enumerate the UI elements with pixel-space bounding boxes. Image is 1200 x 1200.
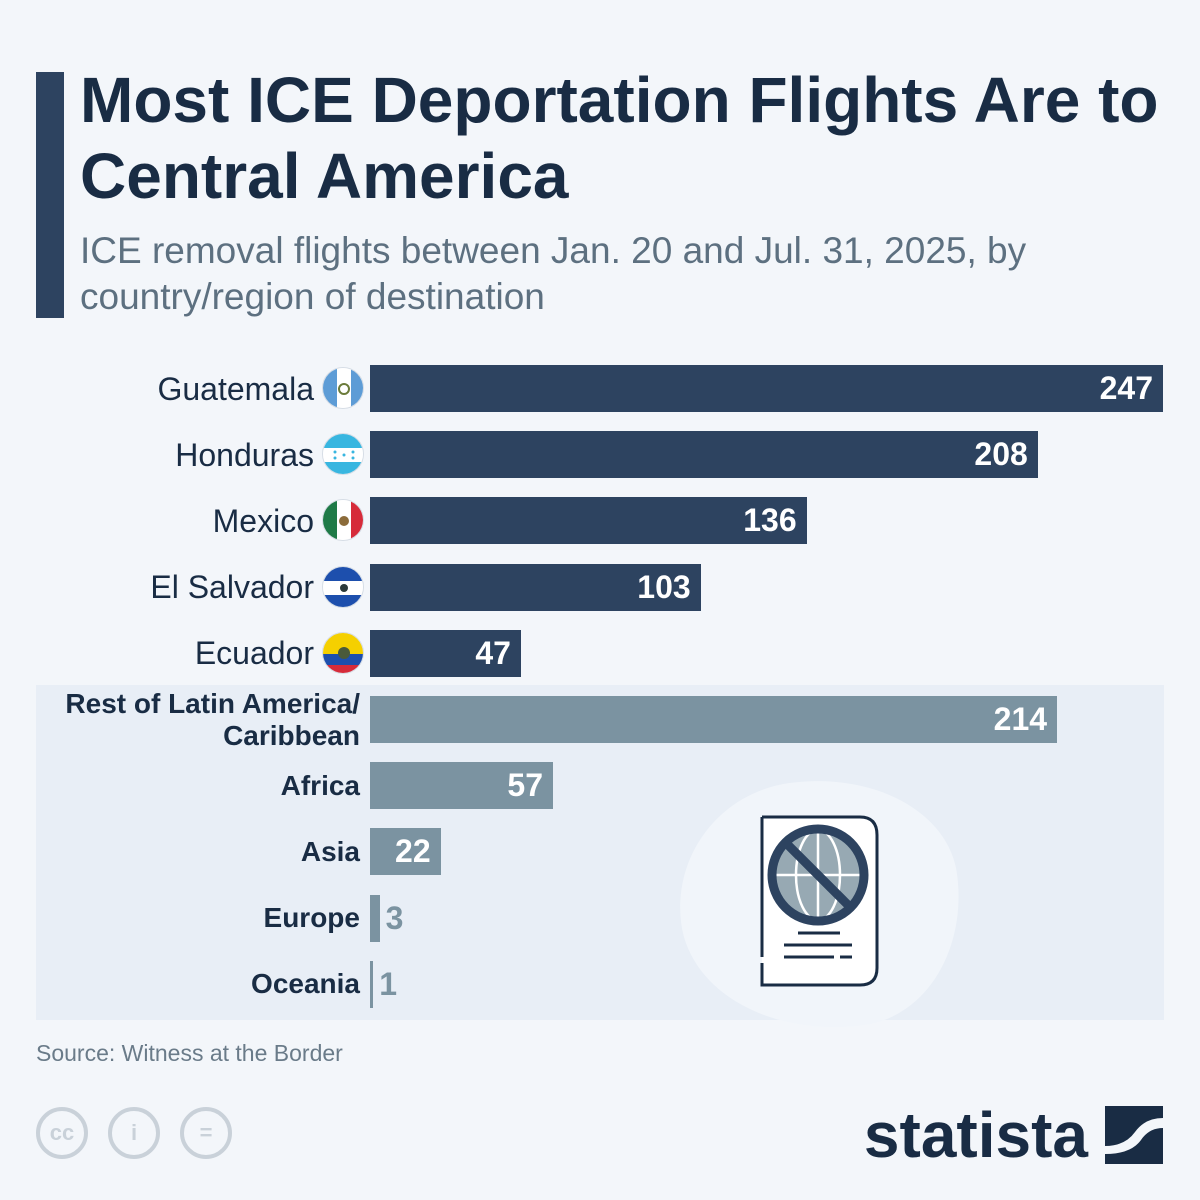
honduras-flag-icon: [322, 433, 364, 476]
bar-guatemala: [370, 365, 1163, 412]
bar-europe: [370, 894, 380, 942]
category-label: Oceania: [251, 968, 360, 1000]
title-accent-bar: [36, 72, 64, 318]
ecuador-flag-icon: [322, 631, 364, 674]
data-label: 103: [637, 568, 691, 605]
header: Most ICE Deportation Flights Are to Cent…: [80, 62, 1180, 320]
bar-mexico: [370, 497, 807, 545]
data-label: 57: [507, 767, 543, 804]
bar-rest-of-latin-america-caribbean: [370, 696, 1058, 743]
source-note: Source: Witness at the Border: [36, 1040, 343, 1066]
no-derivatives-icon[interactable]: =: [180, 1107, 232, 1159]
data-label: 22: [395, 833, 431, 870]
bar-el-salvador: [370, 563, 701, 611]
page-title: Most ICE Deportation Flights Are to Cent…: [80, 64, 1159, 212]
bar-asia: [370, 828, 441, 876]
data-label: 208: [974, 436, 1028, 473]
data-label: 214: [993, 701, 1048, 737]
category-label: Europe: [263, 902, 360, 934]
subtitle: ICE removal flights between Jan. 20 and …: [80, 230, 1027, 317]
bar-honduras: [370, 431, 1038, 479]
statista-logo-icon: [1105, 1106, 1163, 1164]
category-label: Rest of Latin America/ Caribbean: [65, 687, 360, 751]
category-label: Guatemala: [157, 370, 314, 407]
bar-ecuador: [370, 629, 521, 677]
bar-oceania: [370, 960, 374, 1008]
data-label: 247: [1099, 370, 1153, 406]
category-label: Honduras: [175, 436, 314, 473]
cc-icon[interactable]: cc: [36, 1107, 88, 1159]
category-label: Mexico: [212, 502, 314, 539]
attribution-icon[interactable]: i: [108, 1107, 160, 1159]
category-label: El Salvador: [150, 569, 314, 606]
category-label: Africa: [280, 769, 360, 801]
el-salvador-flag-icon: [322, 565, 364, 608]
category-label: Ecuador: [194, 635, 314, 672]
passport-no-globe-icon: [760, 815, 880, 995]
category-label: Asia: [300, 835, 360, 867]
data-label: 47: [475, 634, 511, 671]
data-label: 3: [385, 899, 404, 936]
mexico-flag-icon: [322, 499, 364, 542]
data-label: 136: [743, 502, 797, 539]
data-label: 1: [379, 965, 397, 1002]
statista-logo[interactable]: statista: [863, 1099, 1088, 1171]
guatemala-flag-icon: [322, 367, 364, 409]
bar-africa: [370, 762, 553, 810]
